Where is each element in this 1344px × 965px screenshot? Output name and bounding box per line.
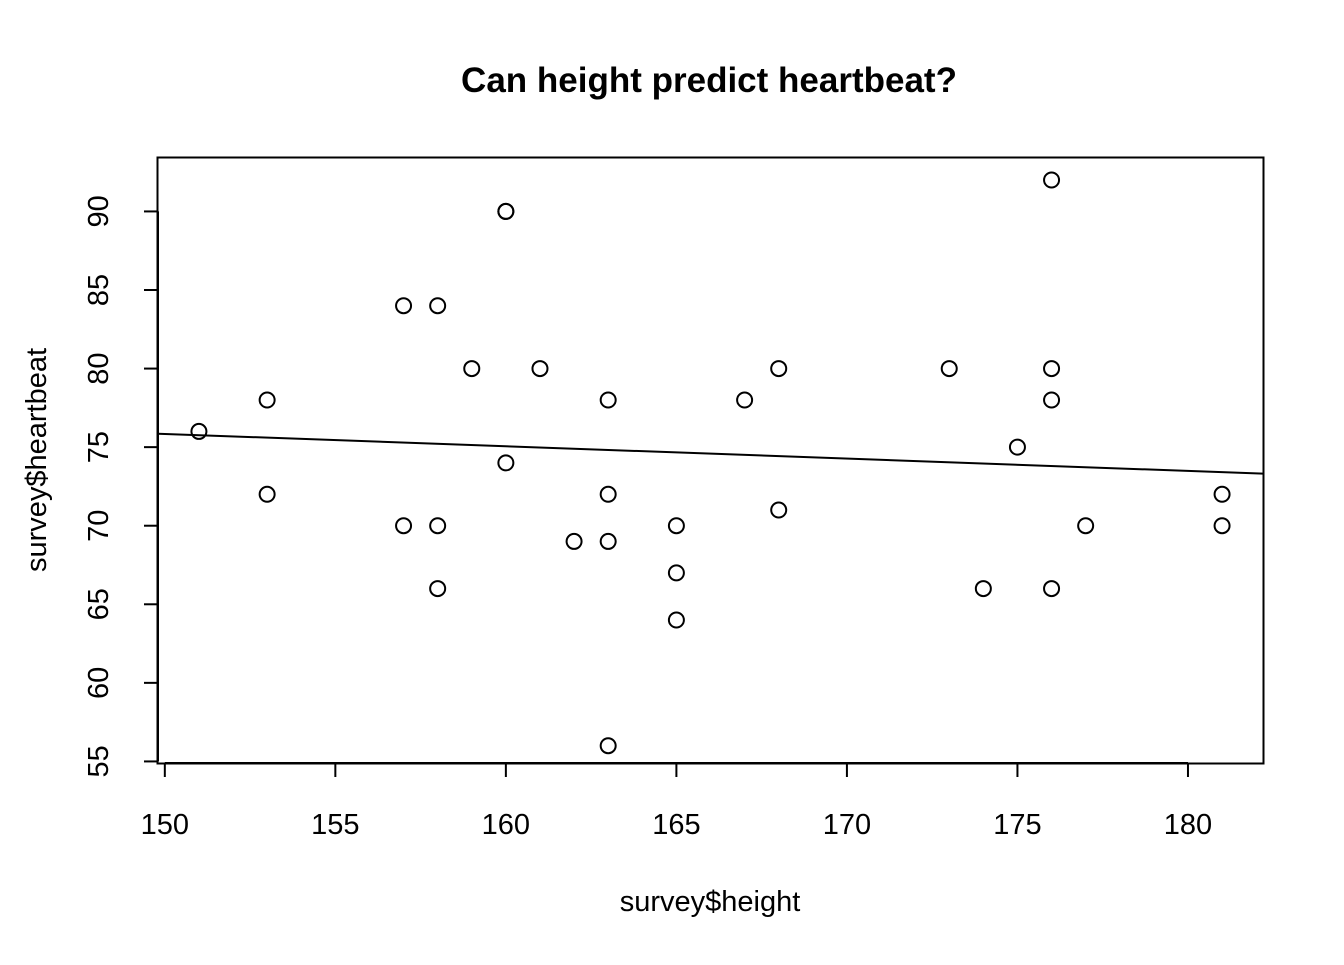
x-tick-label: 150 xyxy=(141,809,189,841)
y-tick-label: 55 xyxy=(83,745,115,777)
y-tick-label: 85 xyxy=(83,274,115,306)
y-tick-label: 70 xyxy=(83,510,115,542)
data-point xyxy=(599,485,617,503)
data-point xyxy=(599,532,617,550)
data-point xyxy=(429,580,447,598)
data-point xyxy=(1043,580,1061,598)
y-tick-label: 60 xyxy=(83,667,115,699)
data-point xyxy=(497,202,515,220)
y-tick-label: 75 xyxy=(83,431,115,463)
plot-frame xyxy=(156,156,1265,765)
data-point xyxy=(1043,391,1061,409)
data-point xyxy=(258,391,276,409)
data-point xyxy=(429,517,447,535)
regression-line xyxy=(157,432,1264,475)
data-point xyxy=(770,360,788,378)
data-point xyxy=(463,360,481,378)
x-axis-label: survey$height xyxy=(620,886,801,918)
data-point xyxy=(395,297,413,315)
data-point xyxy=(974,580,992,598)
x-tick-label: 165 xyxy=(652,809,700,841)
data-points xyxy=(190,171,1231,755)
data-point xyxy=(940,360,958,378)
data-point xyxy=(667,611,685,629)
data-point xyxy=(1008,438,1026,456)
data-point xyxy=(667,517,685,535)
y-axis: 55 60 65 70 75 80 85 90 xyxy=(83,195,159,778)
data-point xyxy=(565,532,583,550)
data-point xyxy=(736,391,754,409)
x-axis: 150 155 160 165 170 175 180 xyxy=(141,762,1212,841)
data-point xyxy=(770,501,788,519)
data-point xyxy=(599,391,617,409)
y-tick-label: 90 xyxy=(83,195,115,227)
y-tick-label: 65 xyxy=(83,588,115,620)
y-tick-label: 80 xyxy=(83,352,115,384)
data-point xyxy=(190,422,208,440)
data-point xyxy=(1213,517,1231,535)
data-point xyxy=(1043,360,1061,378)
data-point xyxy=(258,485,276,503)
x-tick-label: 160 xyxy=(482,809,530,841)
data-point xyxy=(531,360,549,378)
x-tick-label: 180 xyxy=(1164,809,1212,841)
x-tick-label: 175 xyxy=(993,809,1041,841)
data-point xyxy=(667,564,685,582)
data-point xyxy=(1213,485,1231,503)
data-point xyxy=(429,297,447,315)
x-tick-label: 170 xyxy=(823,809,871,841)
data-point xyxy=(599,737,617,755)
data-point xyxy=(497,454,515,472)
y-axis-label: survey$heartbeat xyxy=(21,348,53,572)
data-point xyxy=(1077,517,1095,535)
chart-title: Can height predict heartbeat? xyxy=(461,61,957,100)
data-point xyxy=(1043,171,1061,189)
x-tick-label: 155 xyxy=(311,809,359,841)
data-point xyxy=(395,517,413,535)
